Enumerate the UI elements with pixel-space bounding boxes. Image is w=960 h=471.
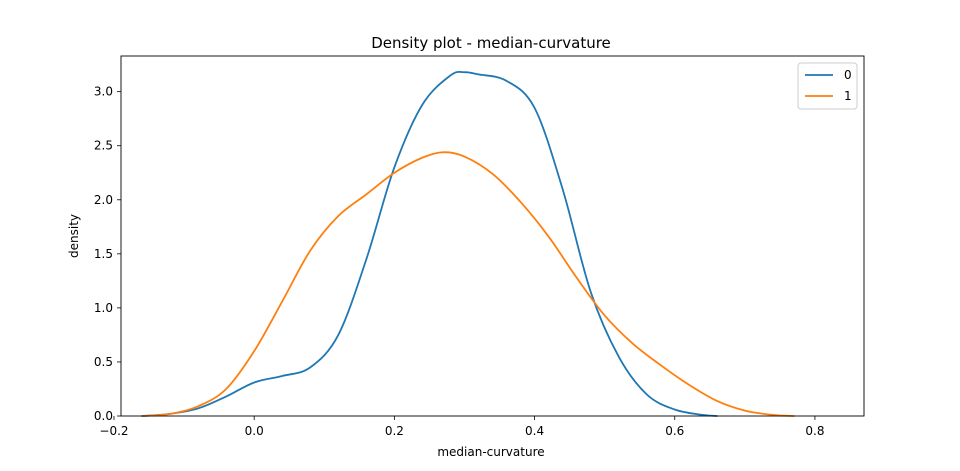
legend-label-series-0: 0 (844, 68, 852, 82)
series-lines (141, 70, 795, 417)
x-tick-label: −0.2 (99, 424, 128, 438)
series-line-1 (141, 151, 795, 417)
y-tick-label: 1.5 (94, 247, 113, 261)
x-tick-label: 0.6 (665, 424, 684, 438)
y-tick-label: 1.0 (94, 301, 113, 315)
x-tick-label: 0.4 (525, 424, 544, 438)
y-tick-label: 2.0 (94, 193, 113, 207)
y-tick-label: 3.0 (94, 85, 113, 99)
y-tick-label: 2.5 (94, 139, 113, 153)
x-tick-label: 0.8 (805, 424, 824, 438)
y-tick-label: 0.5 (94, 355, 113, 369)
legend-label-series-1: 1 (844, 89, 852, 103)
y-axis-label: density (67, 214, 81, 258)
x-tick-label: 0.0 (245, 424, 264, 438)
plot-frame (120, 55, 865, 417)
chart-title: Density plot - median-curvature (371, 34, 611, 52)
axis-ticks: −0.2 0.0 0.2 0.4 0.6 0.80.00.51.01.52.02.53.0 (94, 85, 825, 438)
legend: 0 1 (797, 62, 858, 110)
y-tick-label: 0.0 (94, 409, 113, 423)
series-line-0 (141, 70, 718, 417)
x-tick-label: 0.2 (385, 424, 404, 438)
x-axis-label: median-curvature (437, 445, 544, 459)
